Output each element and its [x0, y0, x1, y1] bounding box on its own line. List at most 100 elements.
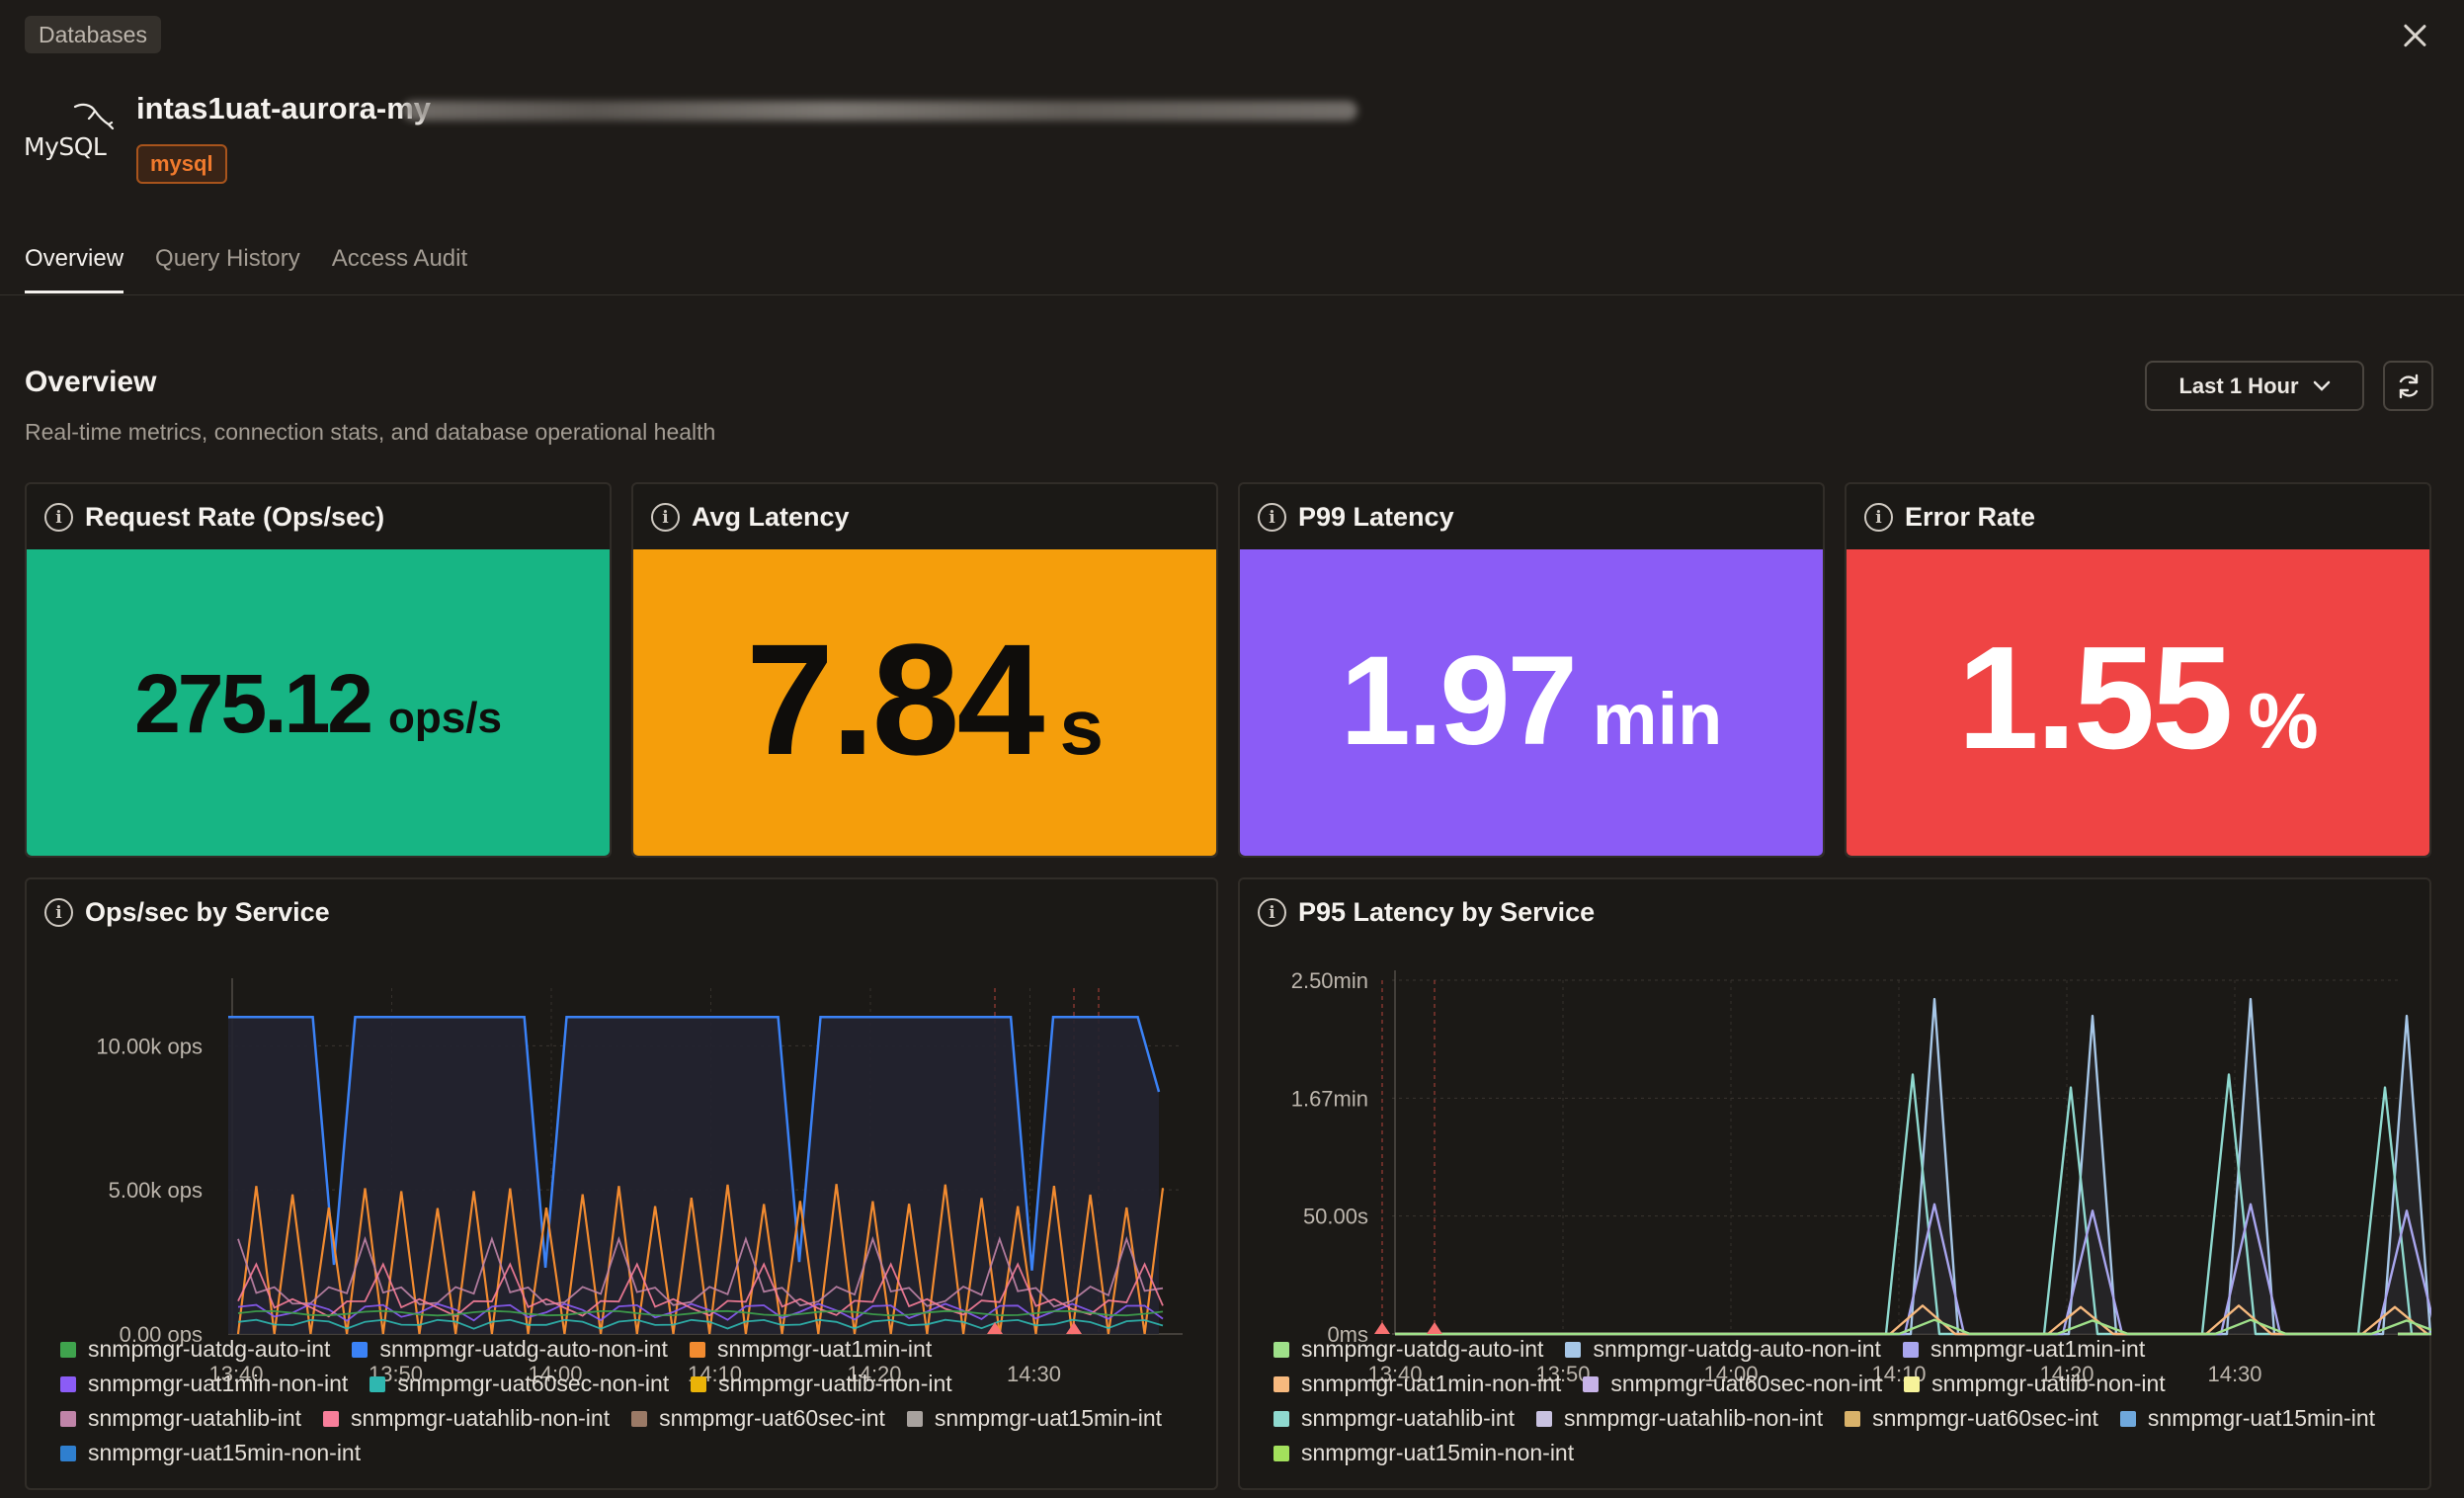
y-tick-label: 50.00s — [1303, 1205, 1368, 1229]
legend-label: snmpmgr-uatdg-auto-non-int — [379, 1336, 668, 1362]
stat-panel: 275.12 ops/s — [27, 549, 610, 856]
legend-label: snmpmgr-uat1min-int — [716, 1336, 933, 1362]
legend-item[interactable]: snmpmgr-uat15min-non-int — [1273, 1436, 1574, 1470]
series-line[interactable] — [237, 1309, 1164, 1317]
legend-swatch — [60, 1375, 76, 1392]
logo-text: MySQL — [24, 132, 107, 161]
legend-item[interactable]: snmpmgr-uat1min-non-int — [60, 1367, 348, 1401]
info-icon[interactable]: i — [1258, 503, 1286, 532]
stat-value: 275.12 — [134, 657, 373, 750]
series-line[interactable] — [228, 1015, 1161, 1271]
series-line[interactable] — [237, 1235, 1164, 1308]
legend-label: snmpmgr-uatdg-auto-int — [1301, 1336, 1544, 1362]
legend-label: snmpmgr-uat1min-int — [1930, 1336, 2146, 1362]
legend-label: snmpmgr-uat15min-non-int — [88, 1440, 362, 1465]
legend-swatch — [1536, 1410, 1553, 1427]
chart-title: Ops/sec by Service — [85, 897, 330, 927]
breadcrumb[interactable]: Databases — [25, 16, 161, 53]
legend-swatch — [323, 1410, 340, 1427]
chart-card-latency: i P95 Latency by Service 0ms 50.00s 1.67min… — [1238, 877, 2431, 1490]
legend-item[interactable]: snmpmgr-uat15min-int — [2119, 1401, 2375, 1436]
stat-card-request-rate: i Request Rate (Ops/sec) 275.12 ops/s — [25, 482, 612, 858]
legend-item[interactable]: snmpmgr-uatlib-non-int — [691, 1367, 952, 1401]
legend-item[interactable]: snmpmgr-uatahlib-int — [60, 1401, 301, 1436]
info-icon[interactable]: i — [44, 503, 73, 532]
section-title: Overview — [25, 366, 157, 398]
alert-marker[interactable] — [1374, 1322, 1390, 1334]
engine-badge: mysql — [136, 144, 227, 184]
series-line[interactable] — [237, 1318, 1164, 1330]
stat-unit: s — [1059, 683, 1104, 771]
legend-item[interactable]: snmpmgr-uat60sec-non-int — [370, 1367, 669, 1401]
tab-access-audit[interactable]: Access Audit — [331, 245, 468, 272]
alert-marker[interactable] — [1427, 1322, 1442, 1334]
alert-marker[interactable] — [1066, 1322, 1082, 1334]
legend-item[interactable]: snmpmgr-uat15min-non-int — [60, 1436, 361, 1470]
stat-title: Error Rate — [1905, 502, 2036, 532]
stat-panel: 1.97 min — [1240, 549, 1823, 856]
legend-item[interactable]: snmpmgr-uatdg-auto-non-int — [352, 1332, 668, 1367]
legend-swatch — [691, 1375, 707, 1392]
legend-swatch — [1845, 1410, 1861, 1427]
legend-label: snmpmgr-uat60sec-int — [1872, 1405, 2098, 1431]
refresh-button[interactable] — [2383, 361, 2433, 411]
legend-item[interactable]: snmpmgr-uatahlib-int — [1273, 1401, 1515, 1436]
x-tick-label: 14:00 — [528, 1362, 582, 1386]
chart-title: P95 Latency by Service — [1298, 897, 1596, 927]
legend-item[interactable]: snmpmgr-uatdg-auto-int — [60, 1332, 330, 1367]
legend-label: snmpmgr-uat1min-non-int — [1301, 1371, 1562, 1396]
legend-item[interactable]: snmpmgr-uat60sec-int — [631, 1401, 885, 1436]
time-range-select[interactable]: Last 1 Hour — [2145, 361, 2364, 411]
series-line[interactable] — [1395, 997, 2431, 1336]
x-tick-label: 14:00 — [1703, 1362, 1758, 1386]
legend-item[interactable]: snmpmgr-uatdg-auto-int — [1273, 1332, 1543, 1367]
ops-legend: snmpmgr-uatdg-auto-int snmpmgr-uatdg-auto… — [60, 1332, 1196, 1470]
series-line[interactable] — [1395, 1318, 2431, 1336]
close-icon[interactable] — [2395, 16, 2434, 55]
legend-swatch — [60, 1410, 76, 1427]
legend-label: snmpmgr-uatlib-non-int — [1931, 1371, 2166, 1396]
series-area — [1395, 999, 2430, 1334]
tab-overview[interactable]: Overview — [25, 245, 124, 293]
series-area — [228, 1017, 1159, 1334]
legend-swatch — [1273, 1375, 1289, 1392]
stat-value: 7.84 — [746, 611, 1044, 788]
tab-query-history[interactable]: Query History — [155, 245, 300, 272]
legend-item[interactable]: snmpmgr-uat1min-int — [1902, 1332, 2146, 1367]
stat-title: Avg Latency — [692, 502, 850, 532]
y-tick-label: 2.50min — [1291, 968, 1368, 993]
stat-value: 1.55 — [1957, 617, 2233, 780]
info-icon[interactable]: i — [1864, 503, 1893, 532]
stat-unit: ops/s — [388, 694, 502, 742]
stat-card-error-rate: i Error Rate 1.55 % — [1845, 482, 2431, 858]
legend-label: snmpmgr-uat15min-int — [934, 1405, 1163, 1431]
info-icon[interactable]: i — [1258, 898, 1286, 927]
legend-item[interactable]: snmpmgr-uat60sec-int — [1845, 1401, 2098, 1436]
legend-swatch — [1902, 1341, 1919, 1358]
stat-unit: % — [2248, 677, 2319, 765]
series-line[interactable] — [236, 1184, 1165, 1335]
legend-item[interactable]: snmpmgr-uatlib-non-int — [1904, 1367, 2166, 1401]
legend-label: snmpmgr-uatahlib-non-int — [1564, 1405, 1824, 1431]
legend-label: snmpmgr-uat60sec-non-int — [1610, 1371, 1883, 1396]
legend-swatch — [1273, 1341, 1289, 1358]
legend-item[interactable]: snmpmgr-uatahlib-non-int — [1536, 1401, 1823, 1436]
legend-swatch — [370, 1375, 386, 1392]
legend-label: snmpmgr-uat15min-non-int — [1301, 1440, 1575, 1465]
legend-item[interactable]: snmpmgr-uat1min-non-int — [1273, 1367, 1561, 1401]
legend-item[interactable]: snmpmgr-uat15min-int — [906, 1401, 1163, 1436]
info-icon[interactable]: i — [651, 503, 680, 532]
x-tick-label: 14:20 — [2039, 1362, 2094, 1386]
y-tick-label: 1.67min — [1291, 1086, 1368, 1111]
legend-swatch — [60, 1341, 76, 1358]
legend-item[interactable]: snmpmgr-uatdg-auto-non-int — [1565, 1332, 1881, 1367]
legend-swatch — [1904, 1375, 1921, 1392]
legend-item[interactable]: snmpmgr-uat1min-int — [689, 1332, 933, 1367]
legend-item[interactable]: snmpmgr-uat60sec-non-int — [1583, 1367, 1882, 1401]
legend-swatch — [1273, 1445, 1289, 1461]
info-icon[interactable]: i — [44, 898, 73, 927]
alert-marker[interactable] — [987, 1322, 1003, 1334]
legend-label: snmpmgr-uat60sec-int — [659, 1405, 885, 1431]
legend-item[interactable]: snmpmgr-uatahlib-non-int — [323, 1401, 610, 1436]
